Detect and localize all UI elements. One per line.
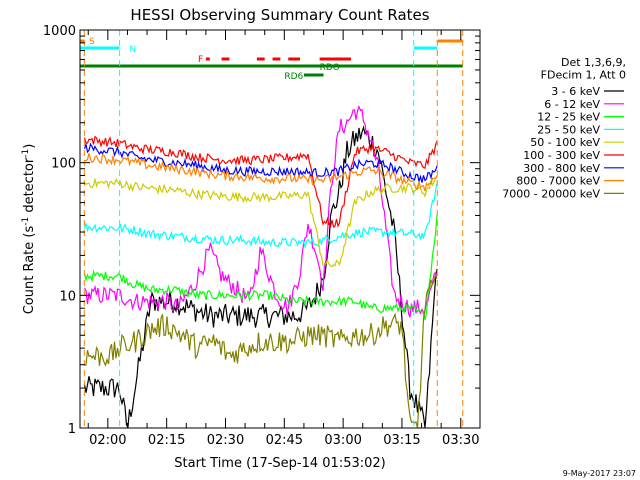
legend-label: 300 - 800 keV — [523, 162, 600, 175]
y-axis-label: Count Rate (s-1 detector-1) — [21, 144, 37, 315]
state-label: F — [198, 55, 203, 65]
y-axis-label-part: -1 — [21, 217, 31, 226]
chart-title: HESSI Observing Summary Count Rates — [130, 6, 429, 24]
annotation-layer: S N F RDO RD6 — [80, 30, 464, 428]
x-axis-label: Start Time (17-Sep-14 01:53:02) — [174, 456, 385, 471]
series-line — [83, 135, 438, 229]
footer-date: 9-May-2017 23:07 — [563, 469, 636, 478]
y-axis-label-part: -1 — [21, 149, 31, 158]
series-line — [84, 175, 438, 268]
x-tick-label: 02:15 — [148, 433, 185, 448]
series-line — [83, 142, 438, 184]
y-axis-label-part: detector — [22, 157, 37, 217]
legend-label: 12 - 25 keV — [537, 111, 600, 124]
y-axis-label-part: ) — [22, 144, 37, 149]
legend-header: FDecim 1, Att 0 — [541, 69, 626, 82]
state-label: RDO — [320, 63, 340, 73]
state-label: RD6 — [284, 72, 303, 82]
x-tick-label: 03:15 — [383, 433, 420, 448]
series-layer — [83, 104, 438, 429]
series-line — [83, 125, 438, 429]
x-tick-label: 03:30 — [442, 433, 479, 448]
legend-label: 800 - 7000 keV — [516, 175, 600, 188]
state-label: S — [89, 37, 95, 47]
state-label: N — [129, 45, 136, 55]
y-tick-label: 1 — [68, 422, 76, 437]
series-line — [84, 272, 438, 429]
y-tick-label: 1000 — [43, 24, 76, 39]
plot-frame — [79, 29, 481, 429]
y-axis-label-part: Count Rate (s — [22, 226, 37, 315]
legend-label: 100 - 300 keV — [523, 149, 600, 162]
series-line — [83, 182, 438, 250]
x-tick-label: 02:45 — [266, 433, 303, 448]
x-tick-label: 02:00 — [89, 433, 126, 448]
x-tick-label: 03:00 — [324, 433, 361, 448]
legend-label: 3 - 6 keV — [551, 85, 600, 98]
legend-label: 7000 - 20000 keV — [502, 187, 600, 200]
y-tick-label: 100 — [51, 157, 76, 172]
y-tick-label: 10 — [59, 289, 76, 304]
series-line — [83, 104, 438, 318]
legend-label: 50 - 100 keV — [530, 136, 600, 149]
legend-label: 6 - 12 keV — [544, 98, 600, 111]
x-tick-label: 02:30 — [207, 433, 244, 448]
legend-label: 25 - 50 keV — [537, 123, 600, 136]
legend-header: Det 1,3,6,9, — [561, 56, 626, 69]
series-line — [83, 214, 438, 321]
axes-layer: 1 10 100 1000 02:00 02:15 02:30 02:45 03:00 03:15… — [43, 24, 480, 448]
series-line — [84, 153, 438, 192]
